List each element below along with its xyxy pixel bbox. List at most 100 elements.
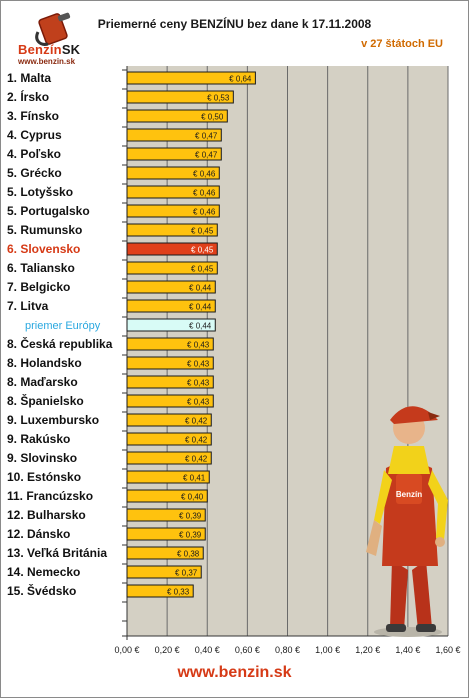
bar-value-label: € 0,39 [179, 512, 202, 521]
chart-title: Priemerné ceny BENZÍNU bez dane k 17.11.… [97, 17, 372, 31]
bar [126, 356, 214, 370]
x-tick-label: 1,00 € [315, 645, 340, 655]
bar [126, 375, 214, 389]
logo-url: www.benzin.sk [18, 57, 76, 66]
chart-subtitle: v 27 štátoch EU [361, 38, 443, 50]
category-labels-group: 1. Malta 2. Írsko 3. Fínsko 4. Cyprus 4. Poľ… [7, 71, 113, 598]
bar [126, 508, 206, 522]
bar-value-label: € 0,43 [187, 379, 210, 388]
category-label: 12. Dánsko [7, 527, 70, 541]
logo-brand-main: Benzín [18, 42, 62, 57]
bar [126, 128, 222, 142]
bar-value-label: € 0,44 [189, 322, 212, 331]
bar-value-label: € 0,44 [189, 284, 212, 293]
x-tick-label: 1,20 € [355, 645, 380, 655]
bar-value-label: € 0,45 [191, 246, 214, 255]
bar [126, 185, 220, 199]
bar [126, 261, 218, 275]
bar-value-label: € 0,45 [191, 227, 214, 236]
bar-value-label: € 0,40 [181, 493, 204, 502]
bar-value-label: € 0,50 [201, 113, 224, 122]
bar-value-label: € 0,42 [185, 455, 208, 464]
bar-value-label: € 0,42 [185, 417, 208, 426]
category-label: 2. Írsko [7, 89, 49, 104]
bar [126, 565, 202, 579]
bar-value-label: € 0,33 [167, 588, 190, 597]
category-label: 8. Holandsko [7, 356, 82, 370]
bar-value-label: € 0,43 [187, 398, 210, 407]
bar-value-label: € 0,42 [185, 436, 208, 445]
category-label: 13. Veľká Británia [7, 546, 107, 560]
bar [126, 584, 194, 598]
bar [126, 527, 206, 541]
logo-wordmark: BenzínSK [18, 42, 80, 57]
bar [126, 413, 212, 427]
bar [126, 299, 216, 313]
category-label: 11. Francúzsko [7, 489, 93, 503]
category-label: 5. Grécko [7, 166, 62, 180]
category-label: 3. Fínsko [7, 109, 59, 123]
bar-value-label: € 0,46 [193, 170, 216, 179]
bar-value-label: € 0,37 [175, 569, 198, 578]
mechanic-badge-text: Benzín [396, 490, 422, 499]
bar [126, 432, 212, 446]
category-label: 4. Cyprus [7, 128, 62, 142]
bar [126, 451, 212, 465]
bar [126, 280, 216, 294]
bar [126, 337, 214, 351]
footer-url[interactable]: www.benzin.sk [177, 664, 292, 681]
bar [126, 109, 228, 123]
bar-value-label: € 0,38 [177, 550, 200, 559]
category-label: 4. Poľsko [7, 147, 61, 161]
category-label: 6. Slovensko [7, 242, 80, 256]
bar [126, 71, 256, 85]
x-tick-label: 0,60 € [235, 645, 260, 655]
bar-value-label: € 0,47 [195, 151, 218, 160]
category-label: 8. Maďarsko [7, 375, 78, 389]
bar-value-label: € 0,43 [187, 341, 210, 350]
bar [126, 546, 204, 560]
category-label: 6. Taliansko [7, 261, 75, 275]
logo-brand-suffix: SK [61, 42, 81, 57]
category-label: 10. Estónsko [7, 470, 81, 484]
bar [126, 489, 208, 503]
category-label: priemer Európy [25, 320, 101, 332]
x-tick-label: 0,20 € [155, 645, 180, 655]
bar-value-label: € 0,47 [195, 132, 218, 141]
category-label: 5. Rumunsko [7, 223, 82, 237]
bar-value-label: € 0,46 [193, 189, 216, 198]
bar [126, 318, 216, 332]
bar [126, 242, 218, 256]
bar-value-label: € 0,41 [183, 474, 206, 483]
bar [126, 394, 214, 408]
bar-value-label: € 0,44 [189, 303, 212, 312]
category-label: 15. Švédsko [7, 583, 76, 598]
x-tick-label: 0,00 € [114, 645, 139, 655]
category-label: 9. Rakúsko [7, 432, 70, 446]
bar [126, 204, 220, 218]
category-label: 8. Španielsko [7, 393, 84, 408]
x-tick-label: 0,40 € [195, 645, 220, 655]
fuel-nozzle-icon [35, 12, 71, 46]
x-tick-label: 1,40 € [395, 645, 420, 655]
bar-value-label: € 0,53 [207, 94, 230, 103]
bar-value-label: € 0,64 [229, 75, 252, 84]
mechanic-illustration: Benzín [366, 406, 448, 637]
bars-group: € 0,64 € 0,53 € 0,50 € 0,47 € 0,47 € 0,46 € 0,… [126, 71, 256, 598]
category-label: 9. Luxembursko [7, 413, 99, 427]
bar [126, 470, 210, 484]
x-axis-ticks-group: 0,00 € 0,20 € 0,40 € 0,60 € 0,80 € 1,00 € 1,20… [114, 645, 460, 655]
category-label: 7. Litva [7, 299, 49, 313]
category-label: 7. Belgicko [7, 280, 70, 294]
category-label: 12. Bulharsko [7, 508, 86, 522]
category-label: 1. Malta [7, 71, 51, 85]
category-label: 5. Lotyšsko [7, 185, 73, 199]
bar [126, 90, 234, 104]
benzin-logo[interactable] [14, 10, 94, 66]
x-tick-label: 0,80 € [275, 645, 300, 655]
category-label: 9. Slovinsko [7, 451, 77, 465]
bar [126, 223, 218, 237]
x-tick-label: 1,60 € [435, 645, 460, 655]
bar-value-label: € 0,45 [191, 265, 214, 274]
